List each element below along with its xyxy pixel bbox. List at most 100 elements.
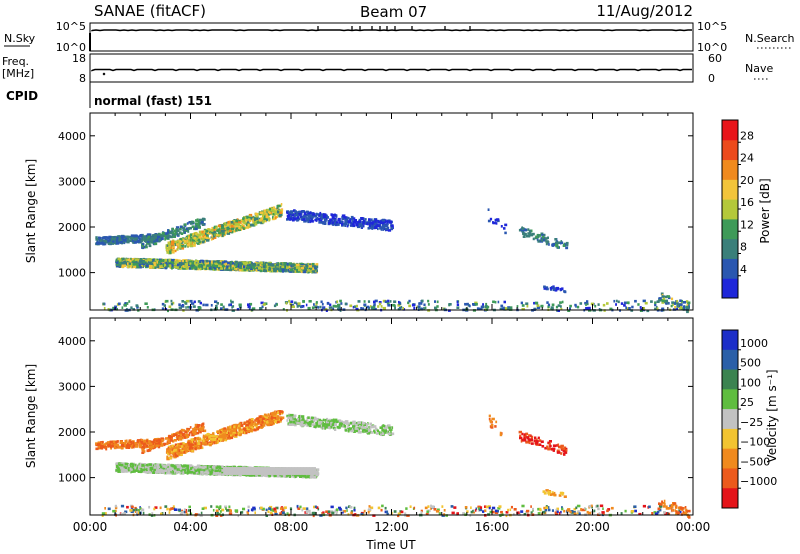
power-cell (147, 235, 149, 239)
power-cell (564, 290, 567, 294)
power-cell (370, 306, 374, 310)
power-cell (559, 301, 562, 304)
power-cell (224, 266, 227, 270)
power-cell (642, 299, 646, 303)
power-cell (546, 301, 549, 304)
power-cell (485, 302, 488, 306)
power-cell (229, 303, 232, 306)
power-cell (273, 304, 277, 308)
power-cell (307, 214, 310, 217)
power-cell (187, 227, 191, 230)
power-cell (319, 213, 323, 216)
power-cell (661, 299, 665, 303)
power-cell (131, 260, 134, 263)
power-cell (424, 306, 427, 310)
power-cell (302, 218, 306, 221)
power-cell (625, 306, 627, 309)
power-cell (180, 304, 184, 308)
power-cell (676, 299, 679, 303)
power-cell (315, 212, 318, 216)
power-cell (119, 259, 122, 262)
power-cell (141, 245, 144, 248)
power-cell (181, 300, 184, 303)
power-cell (170, 302, 174, 306)
power-cell (211, 267, 214, 270)
power-cell (190, 264, 194, 268)
power-cell (374, 220, 378, 223)
power-cell (551, 308, 554, 311)
power-cell (156, 260, 158, 264)
power-cell (183, 226, 186, 230)
freq-tick-top: 18 (72, 52, 86, 65)
power-cell (119, 241, 123, 244)
power-cell (434, 306, 437, 310)
power-cell (170, 264, 173, 268)
power-cell (269, 211, 271, 215)
freq-unit: [MHz] (2, 67, 34, 80)
power-cell (315, 265, 319, 269)
power-cell (335, 215, 338, 218)
power-cell (325, 216, 329, 219)
power-cell (303, 270, 307, 274)
power-cell (155, 237, 159, 240)
power-cell (160, 264, 163, 268)
power-cell (332, 304, 336, 308)
power-cell (257, 262, 260, 265)
power-cell (167, 242, 170, 245)
power-cell (248, 215, 251, 218)
power-cell (241, 223, 244, 226)
power-cell (257, 263, 260, 267)
power-cell (276, 206, 278, 210)
power-cell (242, 217, 245, 220)
power-cell (366, 305, 370, 309)
power-cell (560, 307, 563, 311)
power-cell (206, 239, 210, 242)
power-cell (310, 214, 312, 218)
power-cell (290, 213, 294, 217)
power-cell (494, 300, 497, 304)
power-cell (154, 266, 157, 269)
power-cell (135, 234, 138, 238)
power-cell (663, 299, 666, 303)
power-cell (321, 302, 324, 306)
power-cell (220, 267, 223, 270)
power-cell (106, 239, 110, 243)
power-cell (357, 300, 361, 303)
power-cell (238, 228, 241, 231)
power-cell (203, 234, 207, 238)
power-cell (127, 264, 130, 268)
power-cell (115, 259, 118, 262)
power-cell (256, 213, 258, 216)
power-cell (644, 301, 648, 305)
power-cell (374, 222, 377, 225)
power-cell (156, 263, 159, 267)
power-cell (374, 299, 378, 303)
power-cell (271, 208, 275, 211)
power-cell (135, 263, 138, 266)
power-cell (528, 229, 532, 233)
power-cell (265, 266, 270, 270)
power-cell (279, 269, 282, 273)
power-cell (521, 308, 525, 311)
power-cell (504, 307, 508, 310)
power-cell (626, 307, 629, 310)
power-cell (221, 234, 224, 237)
power-cell (260, 301, 264, 305)
power-cell (574, 303, 577, 307)
power-cell (248, 261, 251, 264)
power-cell (286, 262, 289, 266)
power-cell (306, 266, 309, 269)
power-cell (126, 302, 129, 305)
power-cell (232, 224, 235, 228)
power-cell (174, 249, 177, 253)
power-cell (324, 308, 328, 311)
power-cell (230, 300, 234, 304)
power-cell (243, 265, 246, 268)
power-cell (126, 235, 129, 239)
power-cell (274, 210, 277, 214)
power-cell (164, 259, 167, 262)
power-cell (615, 299, 618, 303)
power-cell (683, 307, 686, 310)
